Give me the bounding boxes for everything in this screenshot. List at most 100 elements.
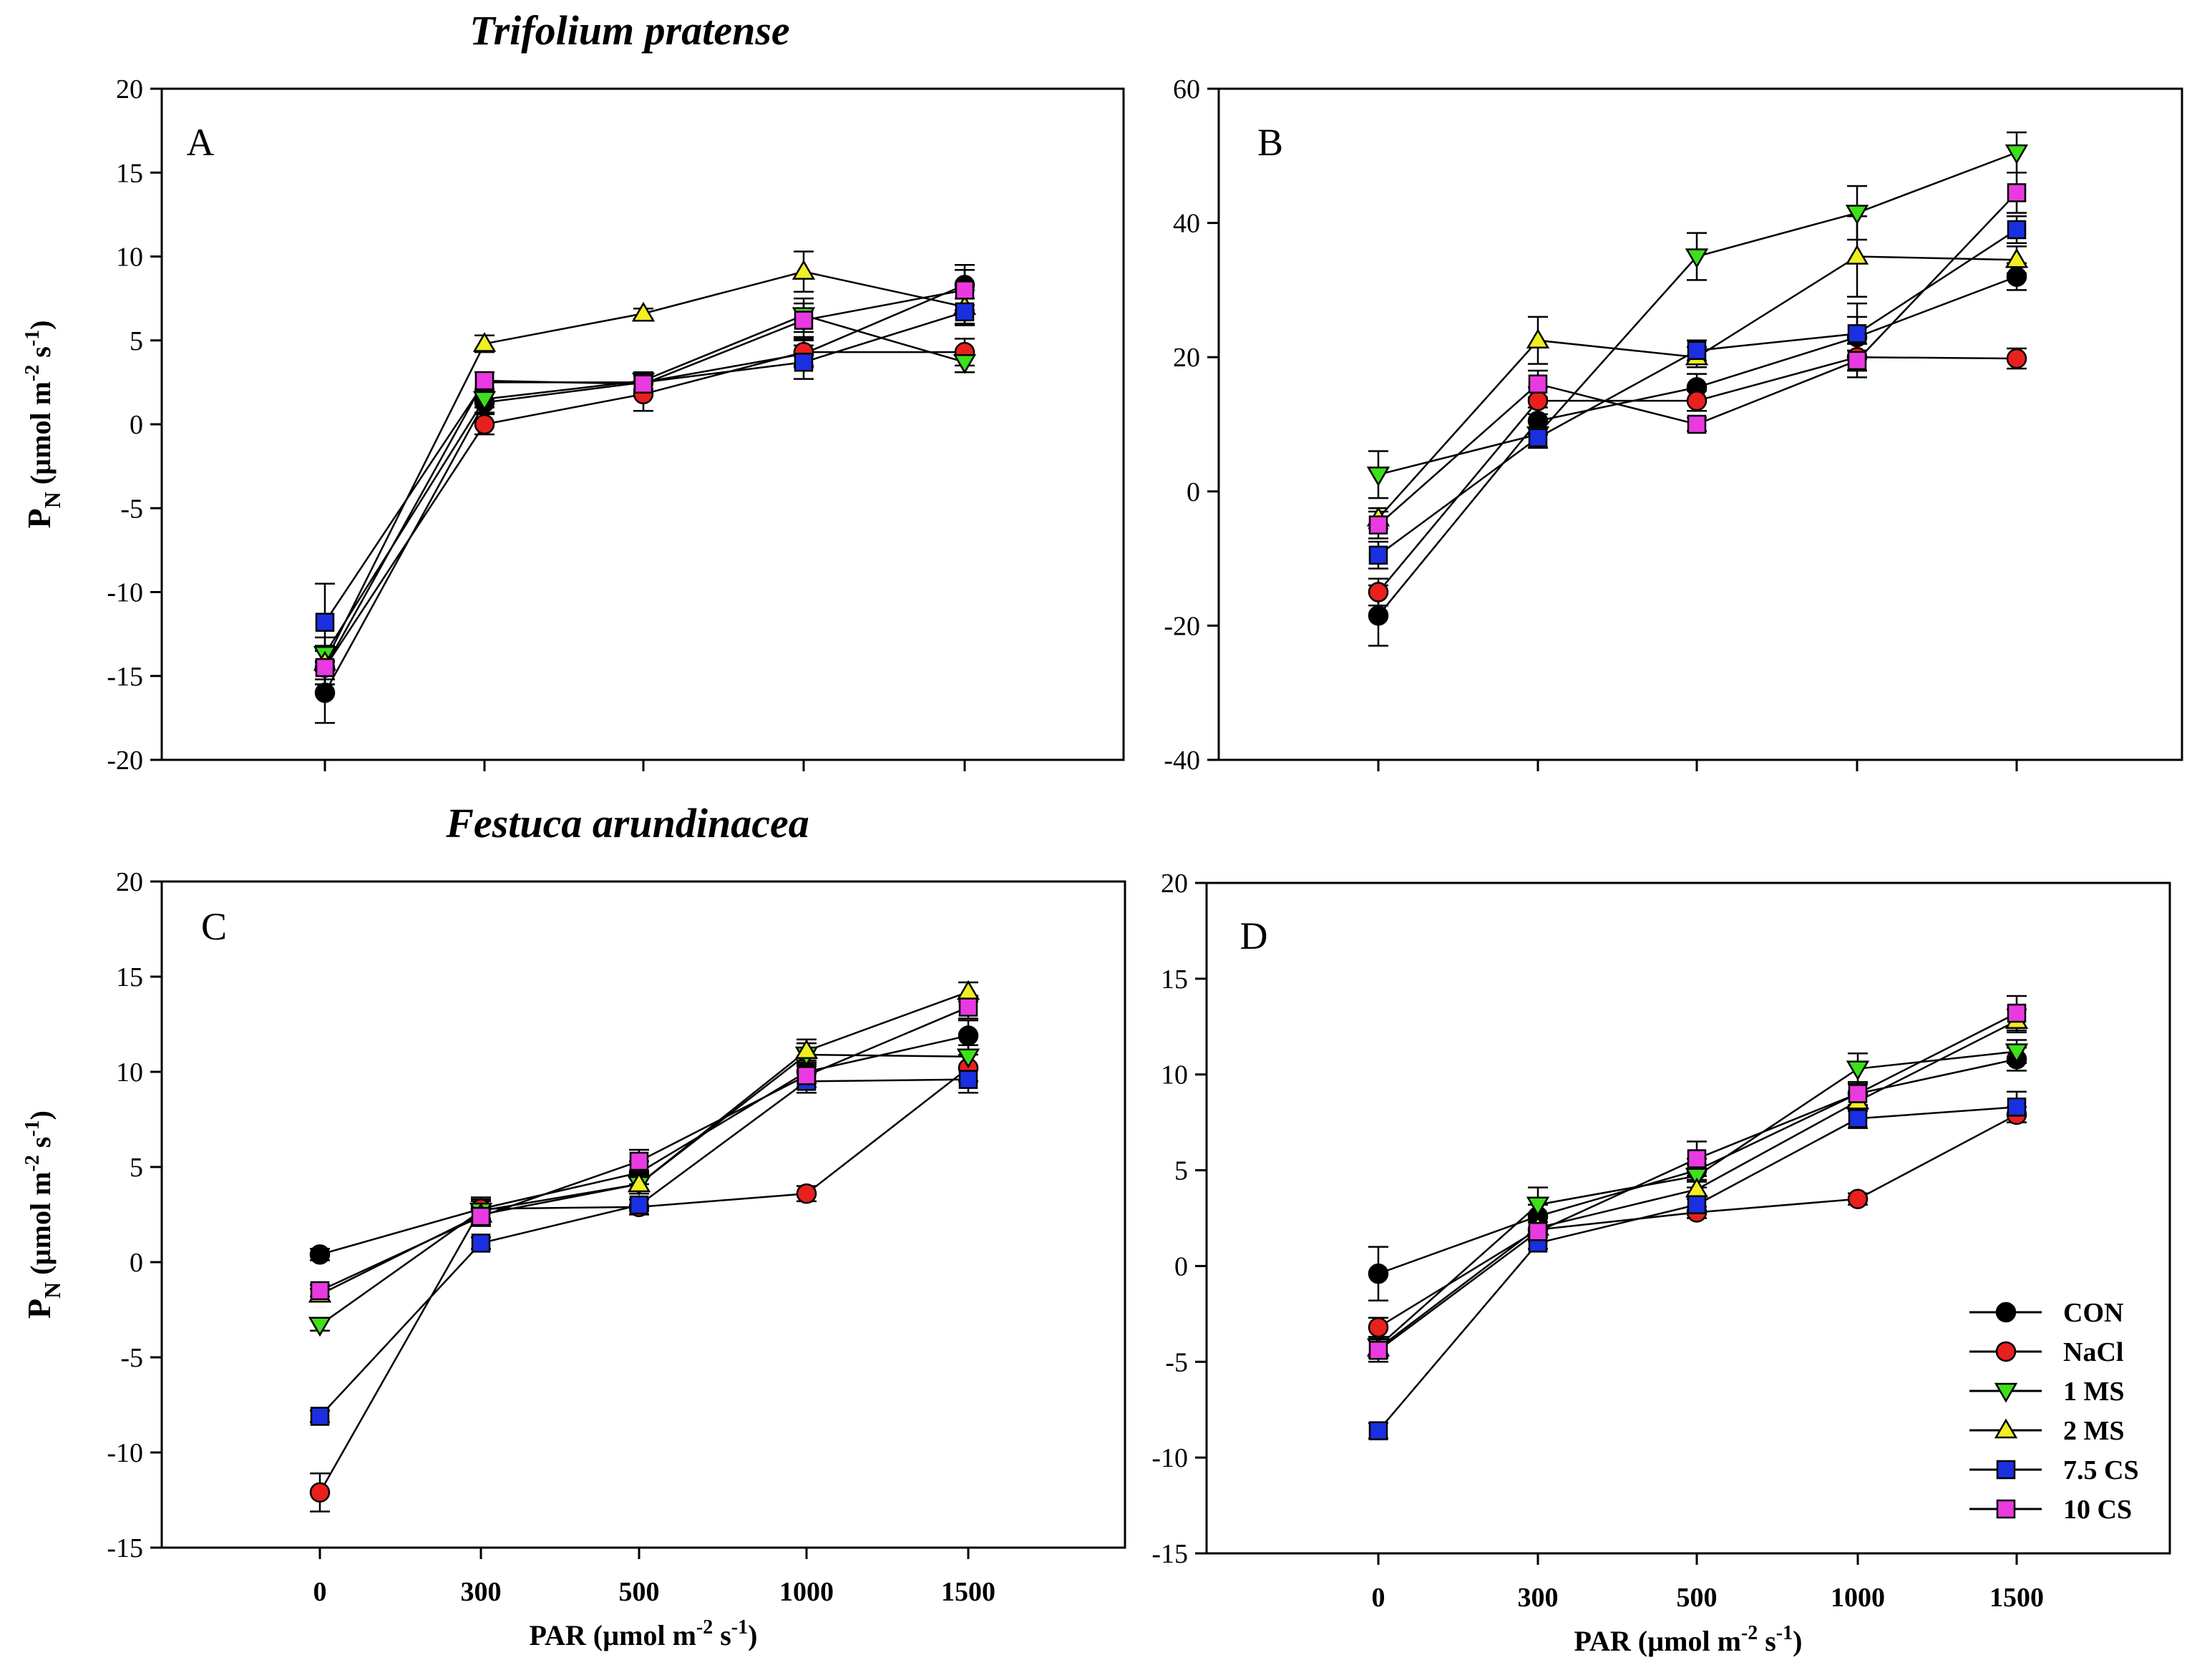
y-tick-label: 0 — [1174, 1251, 1188, 1281]
data-point-nacl — [796, 1183, 817, 1204]
y-tick-label: 20 — [116, 74, 143, 104]
data-point-nacl — [474, 414, 495, 435]
data-point-7-5-cs — [1687, 341, 1707, 361]
title-bottom: Festuca arundinacea — [445, 800, 809, 846]
legend-item-1-ms: 1 MS — [1969, 1377, 2125, 1407]
panel-label: D — [1240, 914, 1268, 957]
data-point-con — [1368, 1263, 1389, 1284]
data-point-2-ms — [472, 331, 497, 352]
data-point-7-5-cs — [1368, 545, 1388, 565]
data-point-con — [1368, 605, 1389, 626]
data-point-7-5-cs — [1368, 1421, 1388, 1440]
y-axis-label: PN (µmol m-2 s-1) — [21, 321, 65, 529]
data-point-1-ms — [1366, 467, 1390, 487]
data-point-2-ms — [791, 260, 816, 280]
data-point-10-cs — [629, 1151, 649, 1171]
legend-marker — [1995, 1301, 2017, 1323]
data-point-2-ms — [794, 1039, 819, 1059]
legend-marker — [1996, 1499, 2016, 1519]
data-point-7-5-cs — [794, 352, 814, 372]
data-point-1-ms — [1845, 205, 1869, 225]
data-point-7-5-cs — [958, 1070, 978, 1089]
data-point-2-ms — [2005, 248, 2029, 268]
y-tick-label: -20 — [1164, 611, 1200, 641]
legend-item-10-cs: 10 CS — [1969, 1495, 2132, 1525]
data-point-2-ms — [1845, 245, 1869, 265]
data-point-10-cs — [1848, 1084, 1868, 1103]
legend-marker — [1994, 1382, 2018, 1403]
y-tick-label: 0 — [130, 410, 143, 440]
legend-item-2-ms: 2 MS — [1969, 1416, 2125, 1446]
series-line-1-ms — [323, 314, 965, 655]
y-tick-label: -40 — [1164, 746, 1200, 776]
panel-c: -15 -10 -5 0 5 10 15 20 0 300 500 1000 1500 C PN (µmol… — [21, 867, 1126, 1651]
data-point-con — [309, 1244, 331, 1265]
legend-label: 7.5 CS — [2063, 1455, 2139, 1485]
data-point-10-cs — [315, 658, 335, 678]
panel-label: A — [187, 121, 215, 164]
data-point-10-cs — [471, 1206, 491, 1226]
x-tick-label: 1000 — [1831, 1583, 1885, 1613]
y-tick-label: 15 — [116, 158, 143, 188]
y-tick-label: -5 — [120, 494, 143, 524]
data-point-1-ms — [1685, 1168, 1709, 1188]
data-point-1-ms — [472, 391, 497, 411]
y-tick-label: -20 — [107, 746, 143, 776]
x-axis-label: PAR (µmol m-2 s-1) — [1574, 1622, 1803, 1657]
plot-frame — [1217, 87, 2183, 761]
series-line-con — [1378, 275, 2017, 617]
series-line-con — [319, 1035, 969, 1256]
plot-frame — [160, 880, 1126, 1549]
data-point-1-ms — [956, 1048, 980, 1069]
x-tick-label: 1000 — [779, 1577, 834, 1607]
y-tick-label: 5 — [130, 326, 143, 356]
data-point-10-cs — [2007, 1003, 2027, 1023]
data-point-10-cs — [1368, 1340, 1388, 1360]
legend-item-con: CON — [1969, 1298, 2123, 1328]
y-tick-label: -5 — [120, 1343, 143, 1373]
data-point-7-5-cs — [310, 1407, 330, 1426]
x-tick-label: 1500 — [941, 1577, 995, 1607]
plot-frame — [1205, 881, 2171, 1555]
data-point-7-5-cs — [2007, 220, 2027, 240]
x-tick-label: 0 — [1372, 1583, 1385, 1613]
data-point-nacl — [309, 1482, 331, 1503]
data-point-10-cs — [474, 371, 495, 391]
data-point-2-ms — [631, 301, 656, 322]
legend-label: 1 MS — [2063, 1377, 2125, 1407]
data-point-1-ms — [308, 1317, 332, 1337]
data-point-10-cs — [633, 374, 653, 394]
series-line-2-ms — [323, 270, 965, 663]
y-tick-label: 10 — [116, 243, 143, 273]
legend-item-7-5-cs: 7.5 CS — [1969, 1455, 2139, 1485]
data-point-7-5-cs — [1848, 1109, 1868, 1128]
y-axis-label: PN (µmol m-2 s-1) — [21, 1110, 65, 1319]
y-tick-label: -10 — [107, 578, 143, 608]
data-point-10-cs — [1687, 1149, 1707, 1168]
data-point-7-5-cs — [1687, 1195, 1707, 1215]
y-tick-label: 10 — [1161, 1060, 1188, 1090]
x-tick-label: 300 — [1518, 1583, 1559, 1613]
panel-d: -15 -10 -5 0 5 10 15 20 0 300 500 1000 1500 D PAR (µmo… — [1151, 869, 2171, 1657]
x-tick-label: 500 — [1677, 1583, 1718, 1613]
x-tick-label: 300 — [461, 1577, 502, 1607]
data-point-10-cs — [1847, 351, 1867, 371]
data-point-10-cs — [2007, 183, 2027, 202]
data-point-2-ms — [956, 980, 980, 1000]
data-point-nacl — [2006, 348, 2027, 369]
y-tick-label: 40 — [1173, 209, 1200, 239]
data-point-10-cs — [1687, 414, 1707, 434]
y-tick-label: -10 — [107, 1438, 143, 1468]
y-tick-label: 5 — [1174, 1156, 1188, 1186]
data-point-7-5-cs — [2007, 1097, 2027, 1117]
data-point-10-cs — [310, 1281, 330, 1301]
y-tick-label: 10 — [116, 1058, 143, 1088]
data-point-1-ms — [2005, 144, 2029, 165]
series-line-7-5-cs — [319, 1078, 969, 1417]
data-point-10-cs — [955, 280, 975, 300]
y-tick-label: -5 — [1165, 1347, 1188, 1377]
x-tick-label: 1500 — [1989, 1583, 2044, 1613]
legend-item-nacl: NaCl — [1969, 1337, 2123, 1367]
data-point-nacl — [1368, 1317, 1389, 1338]
data-point-1-ms — [1526, 1196, 1550, 1217]
